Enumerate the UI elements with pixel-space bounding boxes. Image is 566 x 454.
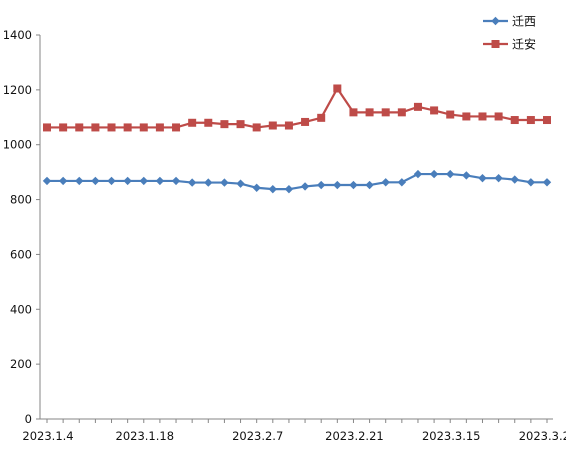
series-line xyxy=(47,172,547,191)
data-point xyxy=(123,123,132,132)
data-point xyxy=(220,120,229,129)
data-point xyxy=(413,102,422,111)
data-point xyxy=(349,108,358,117)
x-tick-label: 2023.2.21 xyxy=(325,429,384,443)
data-point xyxy=(220,178,229,187)
data-point xyxy=(252,183,261,192)
data-point xyxy=(42,176,52,186)
y-tick-label: 200 xyxy=(10,357,32,371)
data-point xyxy=(526,116,535,125)
data-point xyxy=(413,169,423,179)
data-point xyxy=(188,118,197,127)
data-point xyxy=(91,123,100,132)
x-axis: 2023.1.4 2023.1.18 2023.2.7 2023.2.21 2023.3… xyxy=(22,418,566,443)
data-point xyxy=(284,184,294,194)
data-point xyxy=(268,184,278,194)
data-point xyxy=(333,84,342,93)
data-point xyxy=(365,108,374,117)
data-point xyxy=(155,123,164,132)
data-point xyxy=(494,112,503,121)
data-point xyxy=(316,180,326,190)
legend-marker xyxy=(491,40,500,48)
data-point xyxy=(75,123,84,132)
legend-label: 迁西 xyxy=(512,15,536,29)
data-point xyxy=(171,176,181,186)
x-tick-label: 2023.3.15 xyxy=(422,429,481,443)
data-point xyxy=(139,123,148,132)
legend-item: 迁安 xyxy=(483,37,536,52)
data-point xyxy=(252,123,261,132)
data-point xyxy=(58,176,68,186)
data-point xyxy=(107,123,116,132)
data-point xyxy=(397,178,407,187)
data-point xyxy=(429,169,439,179)
series-1 xyxy=(43,84,551,132)
data-point xyxy=(139,176,148,186)
series-line xyxy=(47,87,547,129)
data-point xyxy=(236,120,245,129)
y-tick-label: 1200 xyxy=(3,83,32,97)
data-point xyxy=(365,180,374,190)
x-tick-label: 2023.1.4 xyxy=(22,429,73,443)
x-tick-label: 2023.1.18 xyxy=(116,429,175,443)
y-axis: 0 200 400 600 800 1000 1200 1400 xyxy=(3,28,41,426)
y-tick-label: 0 xyxy=(25,412,32,426)
data-point xyxy=(510,175,519,184)
series-layer xyxy=(42,84,552,194)
data-point xyxy=(526,178,536,187)
legend-item: 迁西 xyxy=(483,15,536,29)
data-point xyxy=(155,176,165,186)
data-point xyxy=(204,118,213,127)
data-point xyxy=(187,178,197,187)
data-point xyxy=(381,108,390,117)
data-point xyxy=(172,123,181,132)
legend-marker xyxy=(491,16,500,26)
data-point xyxy=(462,171,471,180)
data-point xyxy=(446,169,455,179)
data-point xyxy=(268,121,277,130)
y-tick-label: 400 xyxy=(10,302,32,316)
data-point xyxy=(43,123,51,132)
data-point xyxy=(478,173,487,183)
data-point xyxy=(381,178,390,187)
data-point xyxy=(91,176,100,186)
data-point xyxy=(59,123,68,132)
data-point xyxy=(478,112,487,121)
data-point xyxy=(494,173,503,183)
data-point xyxy=(123,176,132,186)
data-point xyxy=(333,180,342,190)
data-point xyxy=(204,178,213,187)
data-point xyxy=(349,180,358,190)
data-point xyxy=(397,108,406,117)
data-point xyxy=(510,116,519,125)
y-tick-label: 1000 xyxy=(3,138,32,152)
y-tick-label: 800 xyxy=(10,193,32,207)
series-0 xyxy=(42,169,552,194)
data-point xyxy=(284,121,293,130)
y-tick-label: 1400 xyxy=(3,28,32,42)
legend-label: 迁安 xyxy=(512,37,536,52)
data-point xyxy=(317,113,326,122)
data-point xyxy=(542,178,552,187)
data-point xyxy=(446,110,455,119)
data-point xyxy=(75,176,84,186)
x-tick-label: 2023.3.23 xyxy=(519,429,566,443)
data-point xyxy=(236,179,245,188)
data-point xyxy=(430,106,439,115)
data-point xyxy=(462,112,471,121)
data-point xyxy=(543,116,551,125)
x-tick-label: 2023.2.7 xyxy=(232,429,283,443)
data-point xyxy=(301,117,310,126)
data-point xyxy=(107,176,116,186)
data-point xyxy=(300,182,310,191)
y-tick-label: 600 xyxy=(10,247,32,261)
